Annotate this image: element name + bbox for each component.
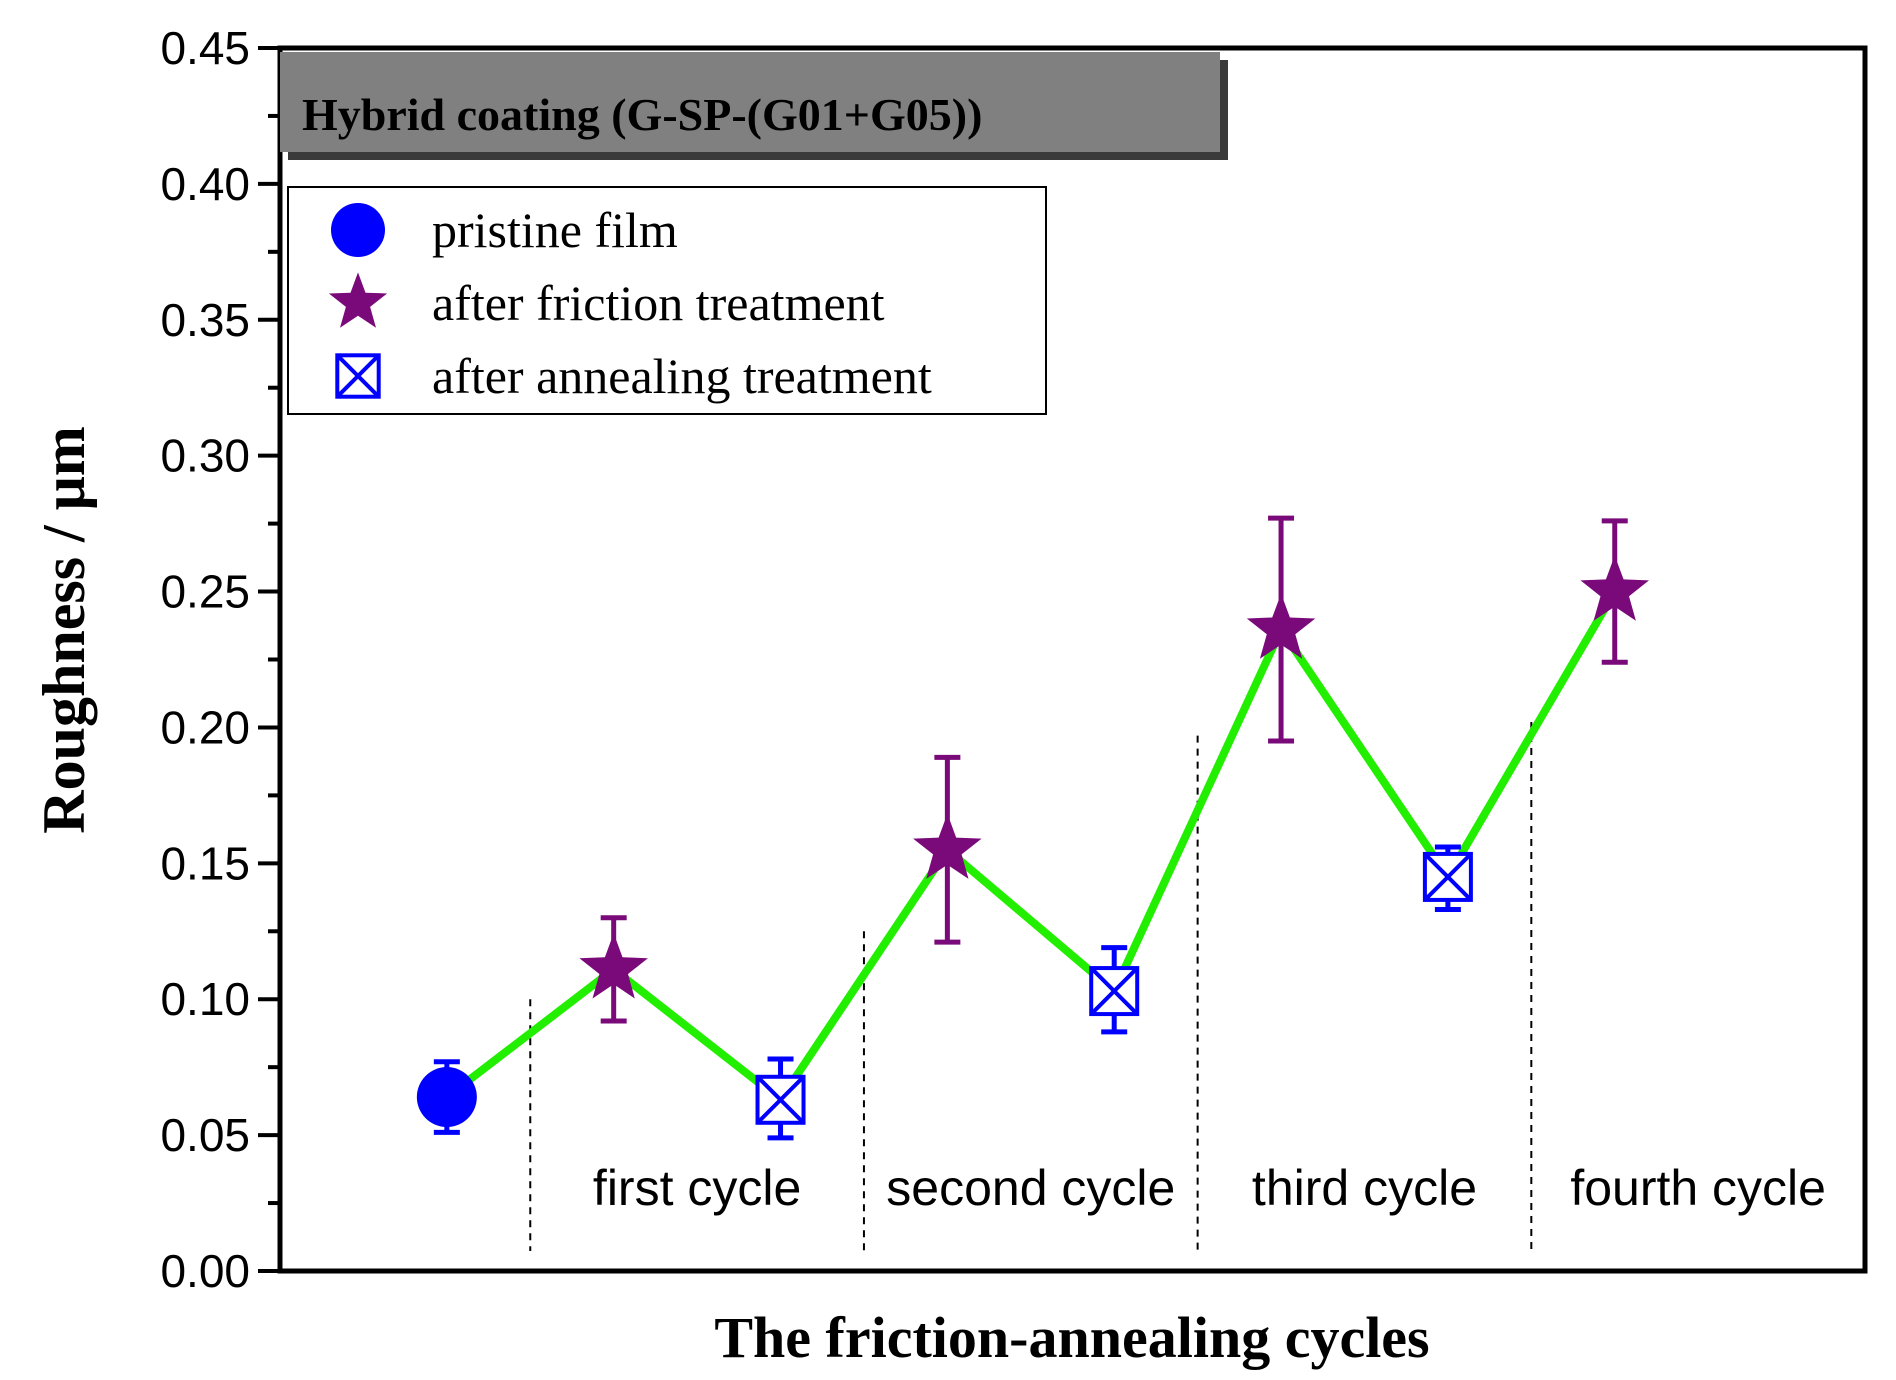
marker-cross bbox=[756, 1075, 805, 1125]
series-polyline bbox=[444, 589, 1619, 1104]
crossed-square-marker bbox=[335, 353, 381, 399]
star-marker bbox=[1580, 555, 1649, 621]
y-tick-label: 0.25 bbox=[160, 566, 250, 618]
legend: pristine film after friction treatment aft… bbox=[287, 186, 1047, 415]
y-axis: 0.00 0.05 0.10 0.15 0.20 0.25 0.30 0.35 0.40 0.45 bbox=[160, 22, 1865, 1297]
cycle-label: second cycle bbox=[886, 1160, 1175, 1216]
y-tick-label: 0.30 bbox=[160, 430, 250, 482]
error-bars bbox=[433, 515, 1628, 1141]
y-tick-label: 0.35 bbox=[160, 294, 250, 346]
y-tick-label: 0.15 bbox=[160, 837, 250, 889]
cycle-label: third cycle bbox=[1252, 1160, 1477, 1216]
circle-marker bbox=[331, 203, 385, 257]
data-markers bbox=[416, 555, 1649, 1128]
chart-title: Hybrid coating (G-SP-(G01+G05)) bbox=[302, 89, 982, 140]
legend-item: pristine film bbox=[331, 202, 678, 258]
legend-item: after friction treatment bbox=[328, 272, 885, 331]
y-tick-label: 0.20 bbox=[160, 701, 250, 753]
crossed-square-marker bbox=[1422, 851, 1473, 902]
legend-label: pristine film bbox=[432, 202, 678, 258]
crossed-square-marker bbox=[1089, 966, 1140, 1017]
y-tick-label: 0.05 bbox=[160, 1109, 250, 1161]
title-box: Hybrid coating (G-SP-(G01+G05)) bbox=[280, 52, 1228, 160]
star-marker bbox=[913, 813, 982, 879]
x-axis-title: The friction-annealing cycles bbox=[714, 1305, 1429, 1370]
marker-cross bbox=[1089, 966, 1139, 1016]
cycle-dividers bbox=[529, 722, 1533, 1251]
star-marker bbox=[328, 272, 388, 328]
y-tick-label: 0.10 bbox=[160, 973, 250, 1025]
marker-cross bbox=[1423, 852, 1473, 902]
y-tick-label: 0.00 bbox=[160, 1245, 250, 1297]
cycle-label: first cycle bbox=[593, 1160, 801, 1216]
star-marker bbox=[1246, 593, 1316, 659]
circle-marker bbox=[416, 1067, 477, 1128]
star-marker bbox=[579, 933, 648, 999]
cycle-label: fourth cycle bbox=[1570, 1160, 1826, 1216]
series-line bbox=[444, 589, 1619, 1104]
legend-label: after friction treatment bbox=[432, 275, 885, 331]
legend-label: after annealing treatment bbox=[432, 348, 932, 404]
marker-cross bbox=[335, 353, 381, 399]
cycle-labels: first cycle second cycle third cycle fourth… bbox=[593, 1160, 1826, 1216]
crossed-square-marker bbox=[755, 1074, 806, 1125]
y-tick-label: 0.45 bbox=[160, 22, 250, 74]
y-axis-title: Roughness / μm bbox=[31, 426, 97, 833]
legend-item: after annealing treatment bbox=[335, 348, 932, 404]
y-tick-label: 0.40 bbox=[160, 158, 250, 210]
